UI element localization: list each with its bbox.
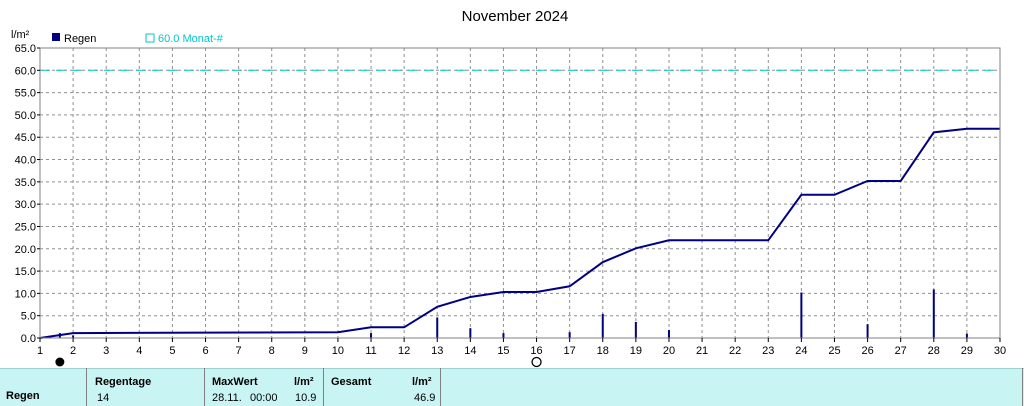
- y-tick-label: 55.0: [15, 88, 36, 100]
- cumulative-line: [39, 127, 1000, 339]
- legend-reference-swatch: [145, 33, 155, 43]
- y-tick-label: 35.0: [15, 177, 36, 189]
- legend-reference-label: 60.0 Monat-#: [158, 33, 224, 45]
- x-tick-label: 6: [202, 345, 208, 357]
- x-tick-label: 17: [564, 345, 576, 357]
- x-tick-label: 11: [365, 345, 376, 357]
- y-axis-unit: l/m²: [11, 29, 30, 41]
- x-tick-label: 16: [530, 345, 542, 357]
- legend-rain-swatch: [52, 33, 60, 41]
- max-value-amount: 10.9: [295, 392, 317, 404]
- rain-days-header: Regentage: [95, 376, 152, 388]
- x-tick-label: 23: [762, 345, 774, 357]
- stats-row-label: Regen: [6, 390, 40, 402]
- cumulative-line-group: [39, 127, 1000, 339]
- y-tick-label: 10.0: [15, 288, 36, 300]
- x-tick-label: 30: [994, 345, 1006, 357]
- x-tick-label: 22: [729, 345, 741, 357]
- y-tick-label: 25.0: [15, 221, 36, 233]
- x-tick-label: 20: [663, 345, 675, 357]
- x-tick-label: 29: [961, 345, 973, 357]
- x-tick-label: 1: [37, 345, 43, 357]
- x-tick-label: 27: [895, 345, 907, 357]
- new-moon-icon: [55, 357, 65, 367]
- moon-phases: [55, 356, 542, 368]
- x-tick-label: 21: [696, 345, 708, 357]
- total-unit-header: l/m²: [412, 376, 432, 388]
- max-value-header: MaxWert: [212, 376, 258, 388]
- rain-bar: [667, 329, 670, 338]
- stats-divider: [323, 368, 324, 406]
- y-tick-label: 30.0: [15, 199, 36, 211]
- rain-chart: November 2024 l/m² Regen 60.0 Monat-# 0.…: [11, 8, 1006, 368]
- rain-bar: [866, 324, 869, 338]
- y-axis-ticks: 0.0 5.0 10.0 15.0 20.0 25.0 30.0 35.0 40.0 45.0 50…: [15, 43, 40, 345]
- max-value-date: 28.11.: [212, 392, 242, 404]
- rain-bar: [634, 321, 637, 338]
- y-tick-label: 0.0: [21, 333, 36, 345]
- grid: [40, 48, 1000, 338]
- rain-bar: [965, 333, 968, 338]
- plot-frame: [39, 47, 1001, 339]
- x-tick-label: 28: [928, 345, 940, 357]
- total-value: 46.9: [414, 392, 436, 404]
- rain-bar: [601, 313, 604, 338]
- total-header: Gesamt: [331, 376, 372, 388]
- stats-divider: [1022, 368, 1023, 406]
- x-tick-label: 8: [269, 345, 275, 357]
- x-tick-label: 9: [302, 345, 308, 357]
- max-unit-header: l/m²: [294, 376, 314, 388]
- y-tick-label: 40.0: [15, 155, 36, 167]
- y-tick-label: 45.0: [15, 132, 36, 144]
- legend-rain-label: Regen: [64, 33, 96, 45]
- y-tick-label: 50.0: [15, 110, 36, 122]
- x-tick-label: 15: [497, 345, 509, 357]
- x-tick-label: 24: [795, 345, 807, 357]
- stats-divider: [86, 368, 87, 406]
- x-axis-ticks: 1 2 3 4 5 6 7 8 9 10 11 12 13 14 15 16 17 18 19 20 21 22 23 24 2…: [37, 338, 1006, 357]
- x-tick-label: 18: [597, 345, 609, 357]
- chart-title: November 2024: [462, 8, 569, 25]
- x-tick-label: 4: [136, 345, 142, 357]
- rain-bar: [436, 317, 439, 338]
- y-tick-label: 65.0: [15, 43, 36, 55]
- x-tick-label: 5: [169, 345, 175, 357]
- x-tick-label: 14: [464, 345, 476, 357]
- full-moon-icon: [531, 356, 542, 368]
- x-tick-label: 13: [431, 345, 443, 357]
- rain-bar: [370, 333, 373, 338]
- rain-bar: [72, 335, 75, 338]
- x-tick-label: 26: [861, 345, 873, 357]
- stats-panel: Regen Regentage 14 MaxWert l/m² 28.11. 0…: [0, 368, 1024, 406]
- y-tick-label: 15.0: [15, 266, 36, 278]
- x-tick-label: 7: [236, 345, 242, 357]
- legend: Regen 60.0 Monat-#: [52, 33, 224, 45]
- stats-divider: [440, 368, 441, 406]
- x-tick-label: 10: [332, 345, 344, 357]
- x-tick-label: 25: [828, 345, 840, 357]
- x-tick-label: 3: [103, 345, 109, 357]
- stats-divider: [204, 368, 205, 406]
- rain-bar: [469, 328, 472, 338]
- max-value-time: 00:00: [250, 392, 278, 404]
- y-tick-label: 60.0: [15, 65, 36, 77]
- daily-rain-bars: [58, 289, 968, 338]
- rain-days-value: 14: [97, 392, 110, 404]
- y-tick-label: 5.0: [21, 311, 36, 323]
- rain-bar: [932, 289, 935, 338]
- x-tick-label: 12: [398, 345, 410, 357]
- rain-bar: [800, 292, 803, 338]
- rain-bar: [568, 332, 571, 338]
- y-tick-label: 20.0: [15, 244, 36, 256]
- stats-top-border: [0, 368, 1024, 369]
- rain-bar: [502, 333, 505, 338]
- x-tick-label: 2: [70, 345, 76, 357]
- x-tick-label: 19: [630, 345, 642, 357]
